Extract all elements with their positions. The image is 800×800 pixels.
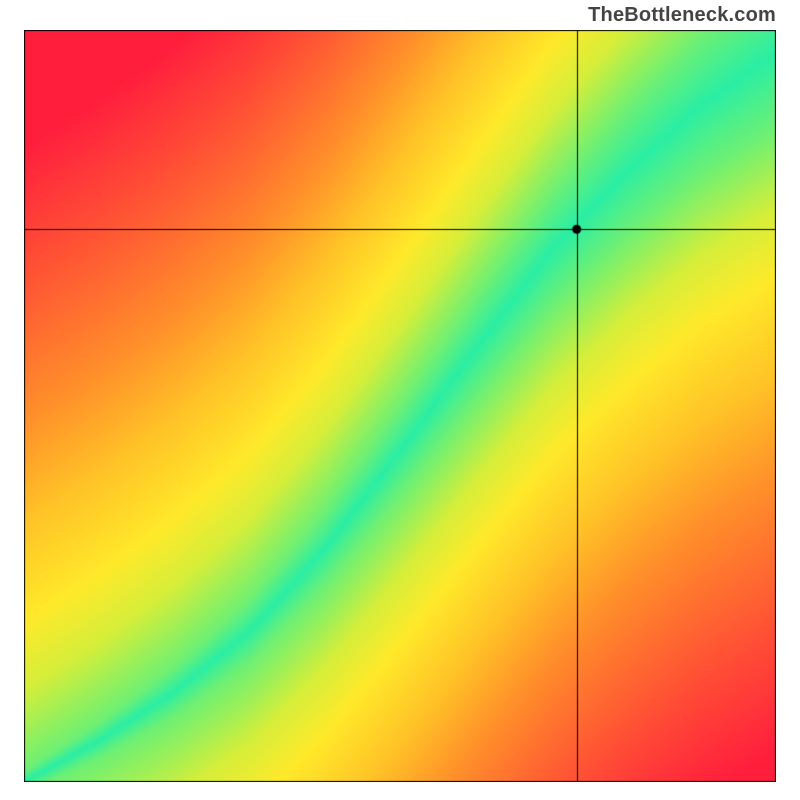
bottleneck-heatmap xyxy=(24,30,776,782)
watermark-text: TheBottleneck.com xyxy=(588,4,776,27)
chart-container: TheBottleneck.com xyxy=(0,0,800,800)
